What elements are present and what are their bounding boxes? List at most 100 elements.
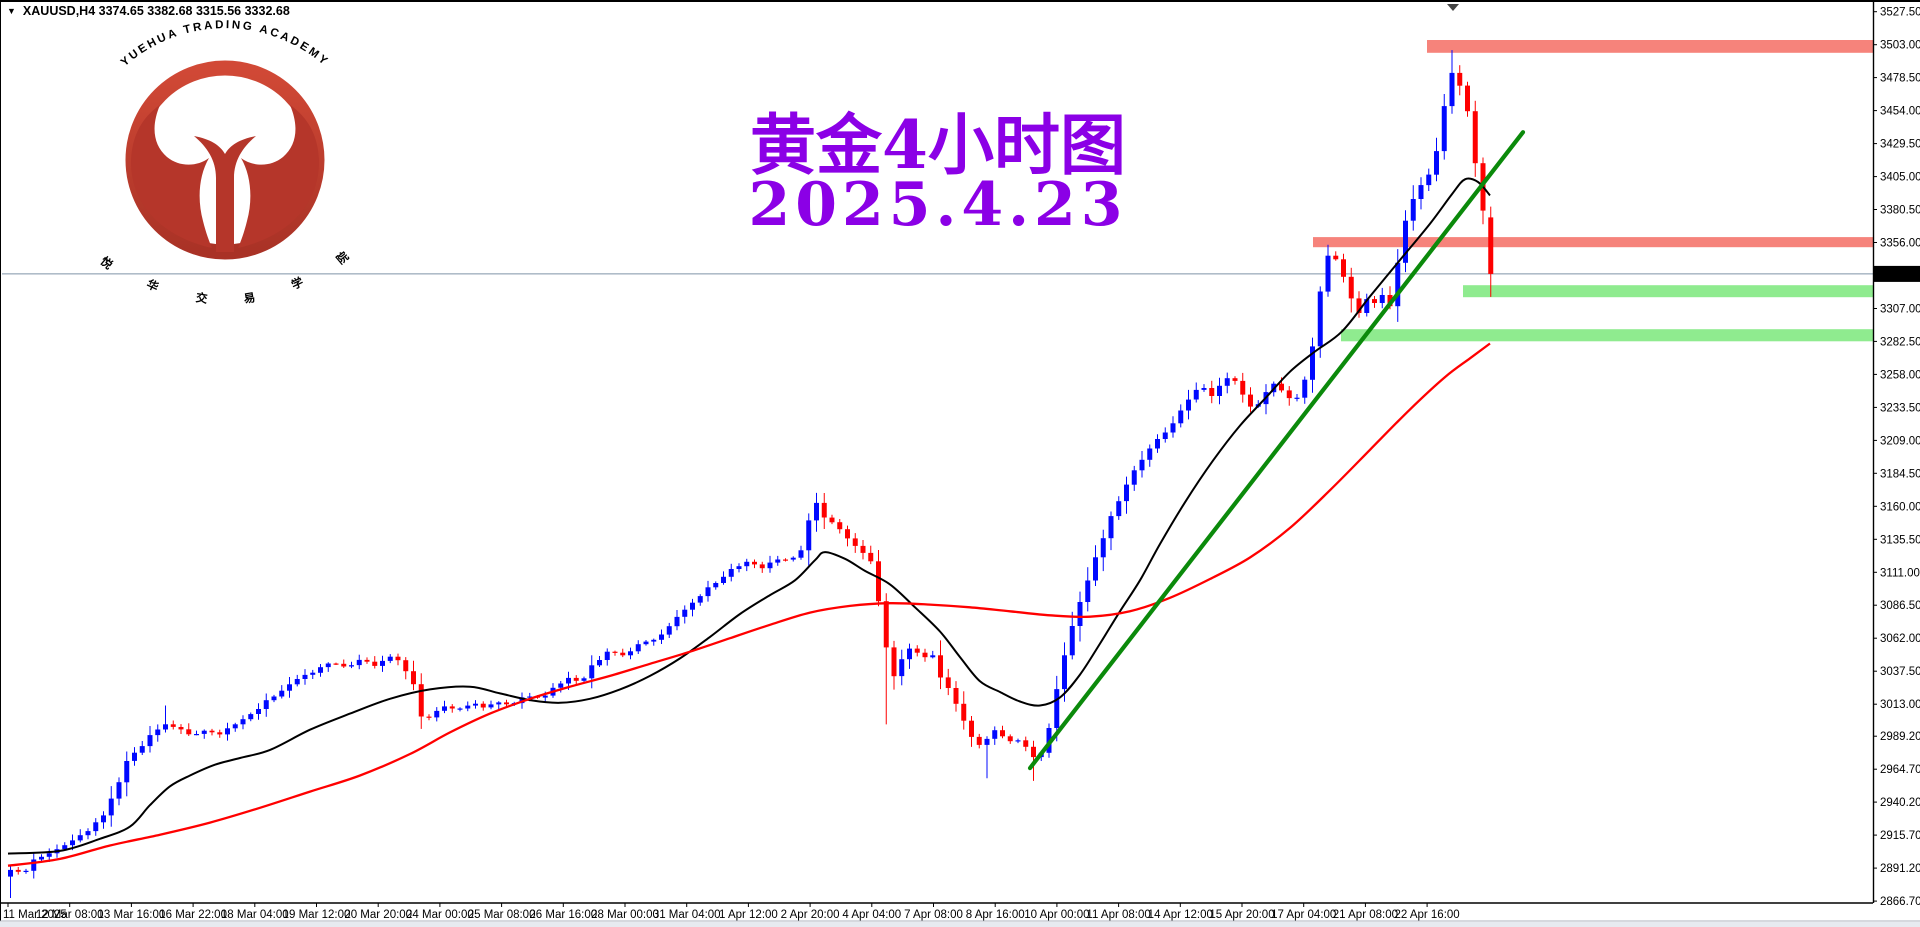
candle-body [473, 703, 478, 706]
candle-body [256, 709, 261, 714]
candle-body [597, 660, 602, 666]
candle-body [403, 660, 409, 672]
candle-body [1434, 151, 1439, 175]
price-axis-label: 3086.50 [1880, 600, 1920, 612]
candle-body [85, 831, 91, 836]
candle-body [232, 724, 238, 729]
candle-body [132, 752, 137, 761]
symbol-dropdown-icon[interactable]: ▼ [7, 5, 16, 16]
candle-body [23, 870, 29, 872]
candle-body [1069, 626, 1075, 656]
candle-body [178, 727, 184, 730]
candle-body [504, 702, 509, 705]
candle-body [1317, 291, 1323, 347]
candle-body [752, 561, 757, 565]
candle-body [628, 651, 633, 656]
candle-body [93, 822, 99, 832]
candle-body [294, 679, 300, 685]
support-zone-lower[interactable] [1341, 329, 1873, 342]
logo-tulip-icon [130, 105, 320, 252]
time-axis-label: 16 Mar 22:00 [159, 909, 227, 921]
candle-body [1000, 730, 1005, 737]
candle-body [620, 652, 626, 656]
candle-body [372, 661, 378, 666]
candle-body [39, 856, 44, 860]
candle-body [1023, 740, 1029, 747]
price-axis-label: 2866.70 [1880, 896, 1920, 908]
candle-body [155, 729, 161, 736]
candle-body [1217, 385, 1222, 396]
candle-body [209, 730, 215, 733]
candle-body [969, 720, 974, 737]
price-axis-label: 2940.20 [1880, 797, 1920, 809]
time-axis-label: 24 Mar 00:00 [406, 909, 474, 921]
candle-body [263, 700, 269, 709]
ma-fast-line[interactable] [7, 177, 1491, 855]
candle-body [891, 647, 897, 677]
price-axis-label: 3527.50 [1880, 7, 1920, 19]
candle-body [139, 746, 145, 753]
candle-body [1294, 397, 1300, 399]
candle-body [62, 845, 68, 850]
candle-body [566, 677, 571, 684]
chart-shift-marker-icon[interactable] [1447, 4, 1459, 11]
candle-body [961, 703, 967, 721]
ma-slow-line[interactable] [7, 342, 1491, 867]
candle-body [1426, 174, 1432, 186]
candle-body [1403, 220, 1408, 263]
chart-title-cn: 黄金4小时图 [750, 106, 1126, 184]
candle-body [837, 522, 843, 530]
candle-body [1139, 459, 1145, 471]
candle-body [558, 683, 564, 688]
price-axis-label: 3478.50 [1880, 73, 1920, 85]
candle-body [271, 696, 277, 701]
candle-body [8, 869, 13, 877]
candle-body [992, 730, 998, 739]
symbol-ohlc-text: XAUUSD,H4 3374.65 3382.68 3315.56 3332.6… [22, 4, 290, 18]
price-axis-label: 3160.00 [1880, 501, 1920, 513]
candle-body [790, 557, 796, 560]
candle-body [341, 663, 347, 667]
candle-body [1077, 602, 1083, 626]
time-axis-label: 17 Apr 04:00 [1271, 909, 1336, 921]
trendline[interactable] [1027, 130, 1526, 771]
price-axis-label: 3380.50 [1880, 205, 1920, 217]
candle-body [1333, 255, 1339, 260]
svg-text:学: 学 [289, 274, 306, 292]
candle-body [380, 660, 385, 666]
candle-body [1232, 378, 1238, 381]
candle-body [1348, 276, 1354, 299]
candle-body [186, 729, 192, 735]
candle-body [356, 659, 362, 666]
candle-body [77, 835, 83, 841]
candle-body [612, 651, 618, 653]
support-zone-upper[interactable] [1463, 285, 1873, 298]
candle-body [434, 710, 440, 718]
price-axis[interactable]: 3527.50 3503.00 3478.50 3454.00 3429.50 3405.… [1873, 7, 1920, 908]
candle-body [852, 538, 858, 546]
price-axis-label: 2964.70 [1880, 764, 1920, 776]
candle-body [1085, 580, 1091, 602]
candle-body [1124, 484, 1129, 502]
candle-body [1186, 399, 1191, 411]
time-axis-label: 11 Mar 2025 [3, 909, 67, 921]
candle-body [1162, 432, 1168, 439]
candle-body [1147, 448, 1153, 460]
candle-body [364, 659, 370, 662]
candle-body [333, 663, 339, 665]
resistance-zone-mid[interactable] [1313, 237, 1873, 248]
candle-body [736, 566, 742, 569]
time-axis-label: 31 Mar 04:00 [653, 909, 721, 921]
candle-body [721, 576, 726, 583]
candle-body [643, 641, 649, 645]
candle-body [690, 602, 695, 610]
candle-body [907, 648, 912, 660]
sr-zones[interactable] [1313, 40, 1873, 342]
candlestick-series [8, 50, 1494, 898]
price-axis-label: 3356.00 [1880, 238, 1920, 250]
time-axis-label: 10 Apr 00:00 [1024, 909, 1089, 921]
candle-body [1209, 388, 1215, 396]
resistance-zone-upper[interactable] [1427, 40, 1873, 53]
candle-body [1449, 72, 1455, 107]
